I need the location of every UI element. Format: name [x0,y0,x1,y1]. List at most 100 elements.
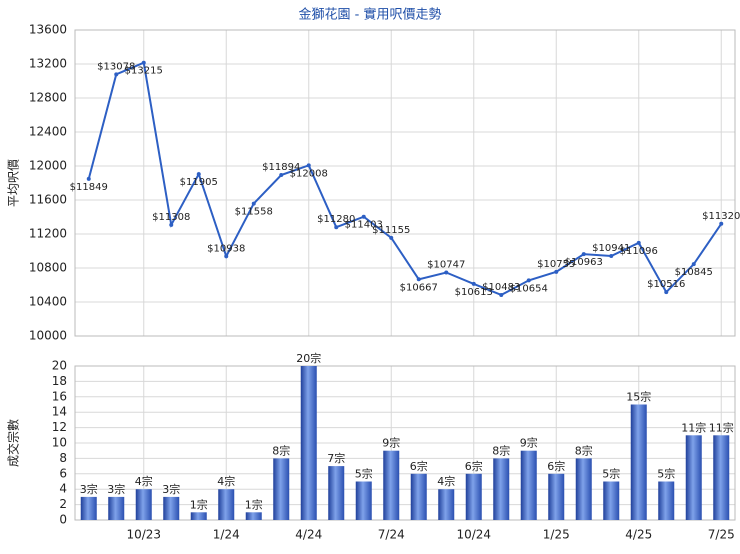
x-tick-label: 7/24 [378,528,405,542]
point [719,221,724,226]
data-label: $11849 [70,182,108,193]
data-label: $13215 [125,66,163,77]
bar [273,458,290,520]
bar [603,481,620,520]
point [499,292,504,297]
data-label: $11308 [152,212,190,223]
data-label: $10654 [510,283,548,294]
bar [438,489,455,520]
data-label: $10483 [482,282,520,293]
data-label: 15宗 [626,390,651,404]
point [224,254,229,259]
y-tick-label: 12800 [29,91,67,105]
y-tick-label: 11600 [29,193,67,207]
point [416,277,421,282]
bar [135,489,152,520]
data-label: 6宗 [410,459,428,473]
point [581,252,586,257]
bar [383,450,400,520]
y-tick-label: 13200 [29,57,67,71]
x-tick-label: 10/23 [126,528,161,542]
bar [685,435,702,520]
data-label: 7宗 [327,451,345,465]
point [279,173,284,178]
point [664,290,669,295]
bar [355,481,372,520]
data-label: 9宗 [382,436,400,450]
bar [658,481,675,520]
data-label: 5宗 [355,467,373,481]
data-label: $10845 [675,267,713,278]
data-label: $10755 [537,259,575,270]
plot-frame [74,365,736,521]
data-label: 5宗 [657,467,675,481]
point [636,240,641,245]
point [251,201,256,206]
data-label: $10963 [565,257,603,268]
bar [575,458,592,520]
bar [493,458,510,520]
x-tick-label: 7/25 [708,528,735,542]
bar [245,512,262,520]
plot-frame [74,29,736,337]
x-tick-label: 4/25 [625,528,652,542]
data-label: $13078 [97,61,135,72]
data-label: 4宗 [135,474,153,488]
y-tick-label: 8 [59,451,67,465]
point [444,270,449,275]
x-tick-label: 10/24 [456,528,491,542]
y-tick-label: 11200 [29,227,67,241]
data-label: 8宗 [575,443,593,457]
point [609,254,614,259]
y-tick-label: 10000 [29,329,67,343]
bar [410,473,427,520]
point [526,278,531,283]
point [389,235,394,240]
point [114,72,119,77]
data-label: 8宗 [272,443,290,457]
point [86,176,91,181]
y-tick-label: 0 [59,513,67,527]
data-label: $11280 [317,214,355,225]
point [471,281,476,286]
data-label: $10516 [647,279,685,290]
y-tick-label: 4 [59,482,67,496]
point [554,269,559,274]
point [361,214,366,219]
bar [548,473,565,520]
chart-title: 金獅花園 - 實用呎價走勢 [299,7,442,23]
bar [80,496,97,520]
data-label: 3宗 [162,482,180,496]
data-label: 9宗 [520,436,538,450]
bar [190,512,207,520]
bar [300,366,317,520]
data-label: $10613 [455,287,493,298]
y-tick-label: 10 [52,436,67,450]
bar [520,450,537,520]
y-tick-label: 10800 [29,261,67,275]
data-label: $10938 [207,243,245,254]
data-label: $11905 [180,177,218,188]
data-label: 6宗 [465,459,483,473]
bar [328,466,345,520]
point [306,163,311,168]
point [691,262,696,267]
data-label: 6宗 [547,459,565,473]
bar [465,473,482,520]
data-label: 1宗 [190,497,208,511]
point [141,60,146,65]
data-label: $12008 [290,168,328,179]
data-label: $11403 [345,220,383,231]
data-label: 11宗 [681,420,706,434]
data-label: 11宗 [709,420,734,434]
point [196,172,201,177]
line [87,61,723,297]
data-label: $11320 [702,211,740,222]
y-tick-label: 12400 [29,125,67,139]
bar [218,489,235,520]
x-tick-label: 1/25 [543,528,570,542]
data-label: 3宗 [107,482,125,496]
y-tick-label: 12000 [29,159,67,173]
x-tick-label: 1/24 [213,528,240,542]
